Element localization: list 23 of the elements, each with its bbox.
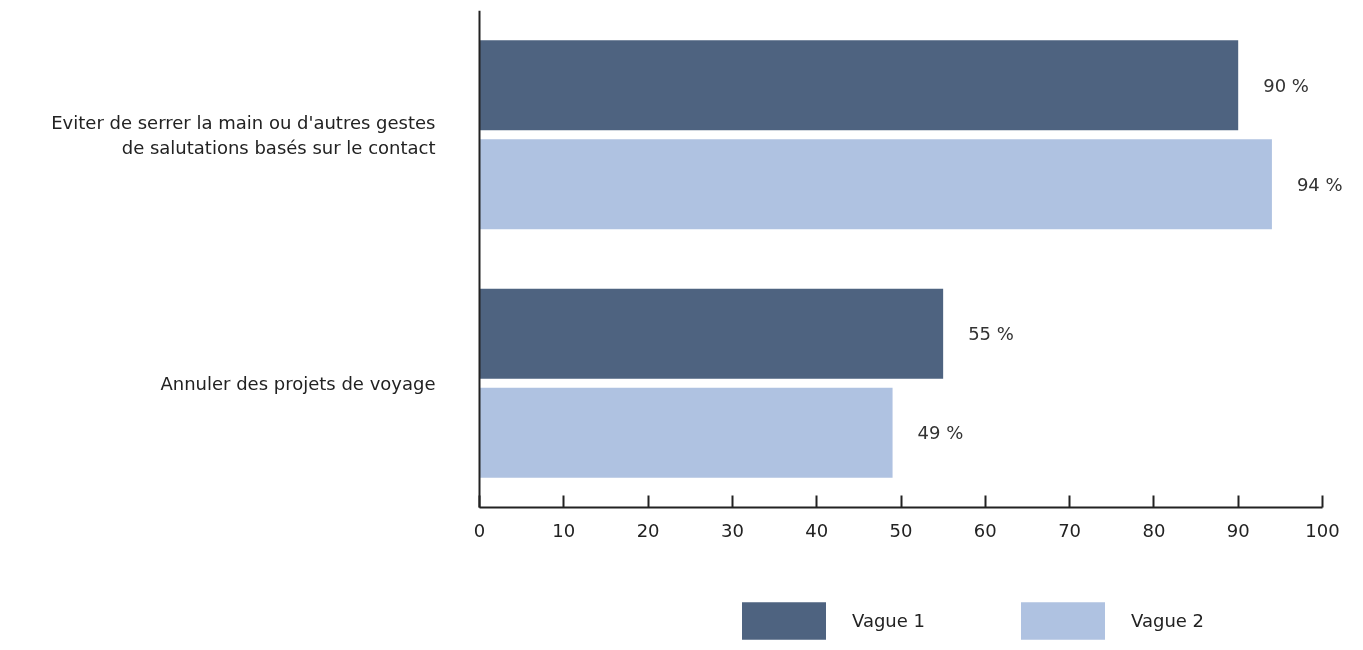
bar (479, 387, 893, 478)
x-tick-label: 80 (1142, 519, 1166, 541)
x-tick-label: 10 (552, 519, 576, 541)
legend-label: Vague 1 (852, 610, 926, 631)
bar (479, 40, 1239, 131)
x-tick-label: 30 (720, 519, 744, 541)
legend-label: Vague 2 (1131, 610, 1205, 631)
x-tick-label: 100 (1305, 519, 1340, 541)
data-label: 49 % (917, 422, 964, 444)
data-label: 94 % (1296, 173, 1343, 195)
x-tick-label: 70 (1058, 519, 1082, 541)
x-tick-label: 90 (1226, 519, 1250, 541)
x-tick-label: 20 (636, 519, 660, 541)
y-tick-label: Annuler des projets de voyage (160, 372, 436, 394)
data-label: 55 % (968, 323, 1014, 345)
x-tick-label: 0 (473, 519, 486, 541)
bar (479, 288, 944, 379)
x-tick-label: 40 (805, 519, 829, 541)
bar (479, 139, 1272, 230)
y-tick-label: Eviter de serrer la main ou d'autres gestes de salutations basés sur le contact (51, 111, 436, 158)
x-tick-label: 50 (889, 519, 913, 541)
data-label: 90 % (1263, 74, 1309, 96)
x-tick-label: 60 (973, 519, 997, 541)
